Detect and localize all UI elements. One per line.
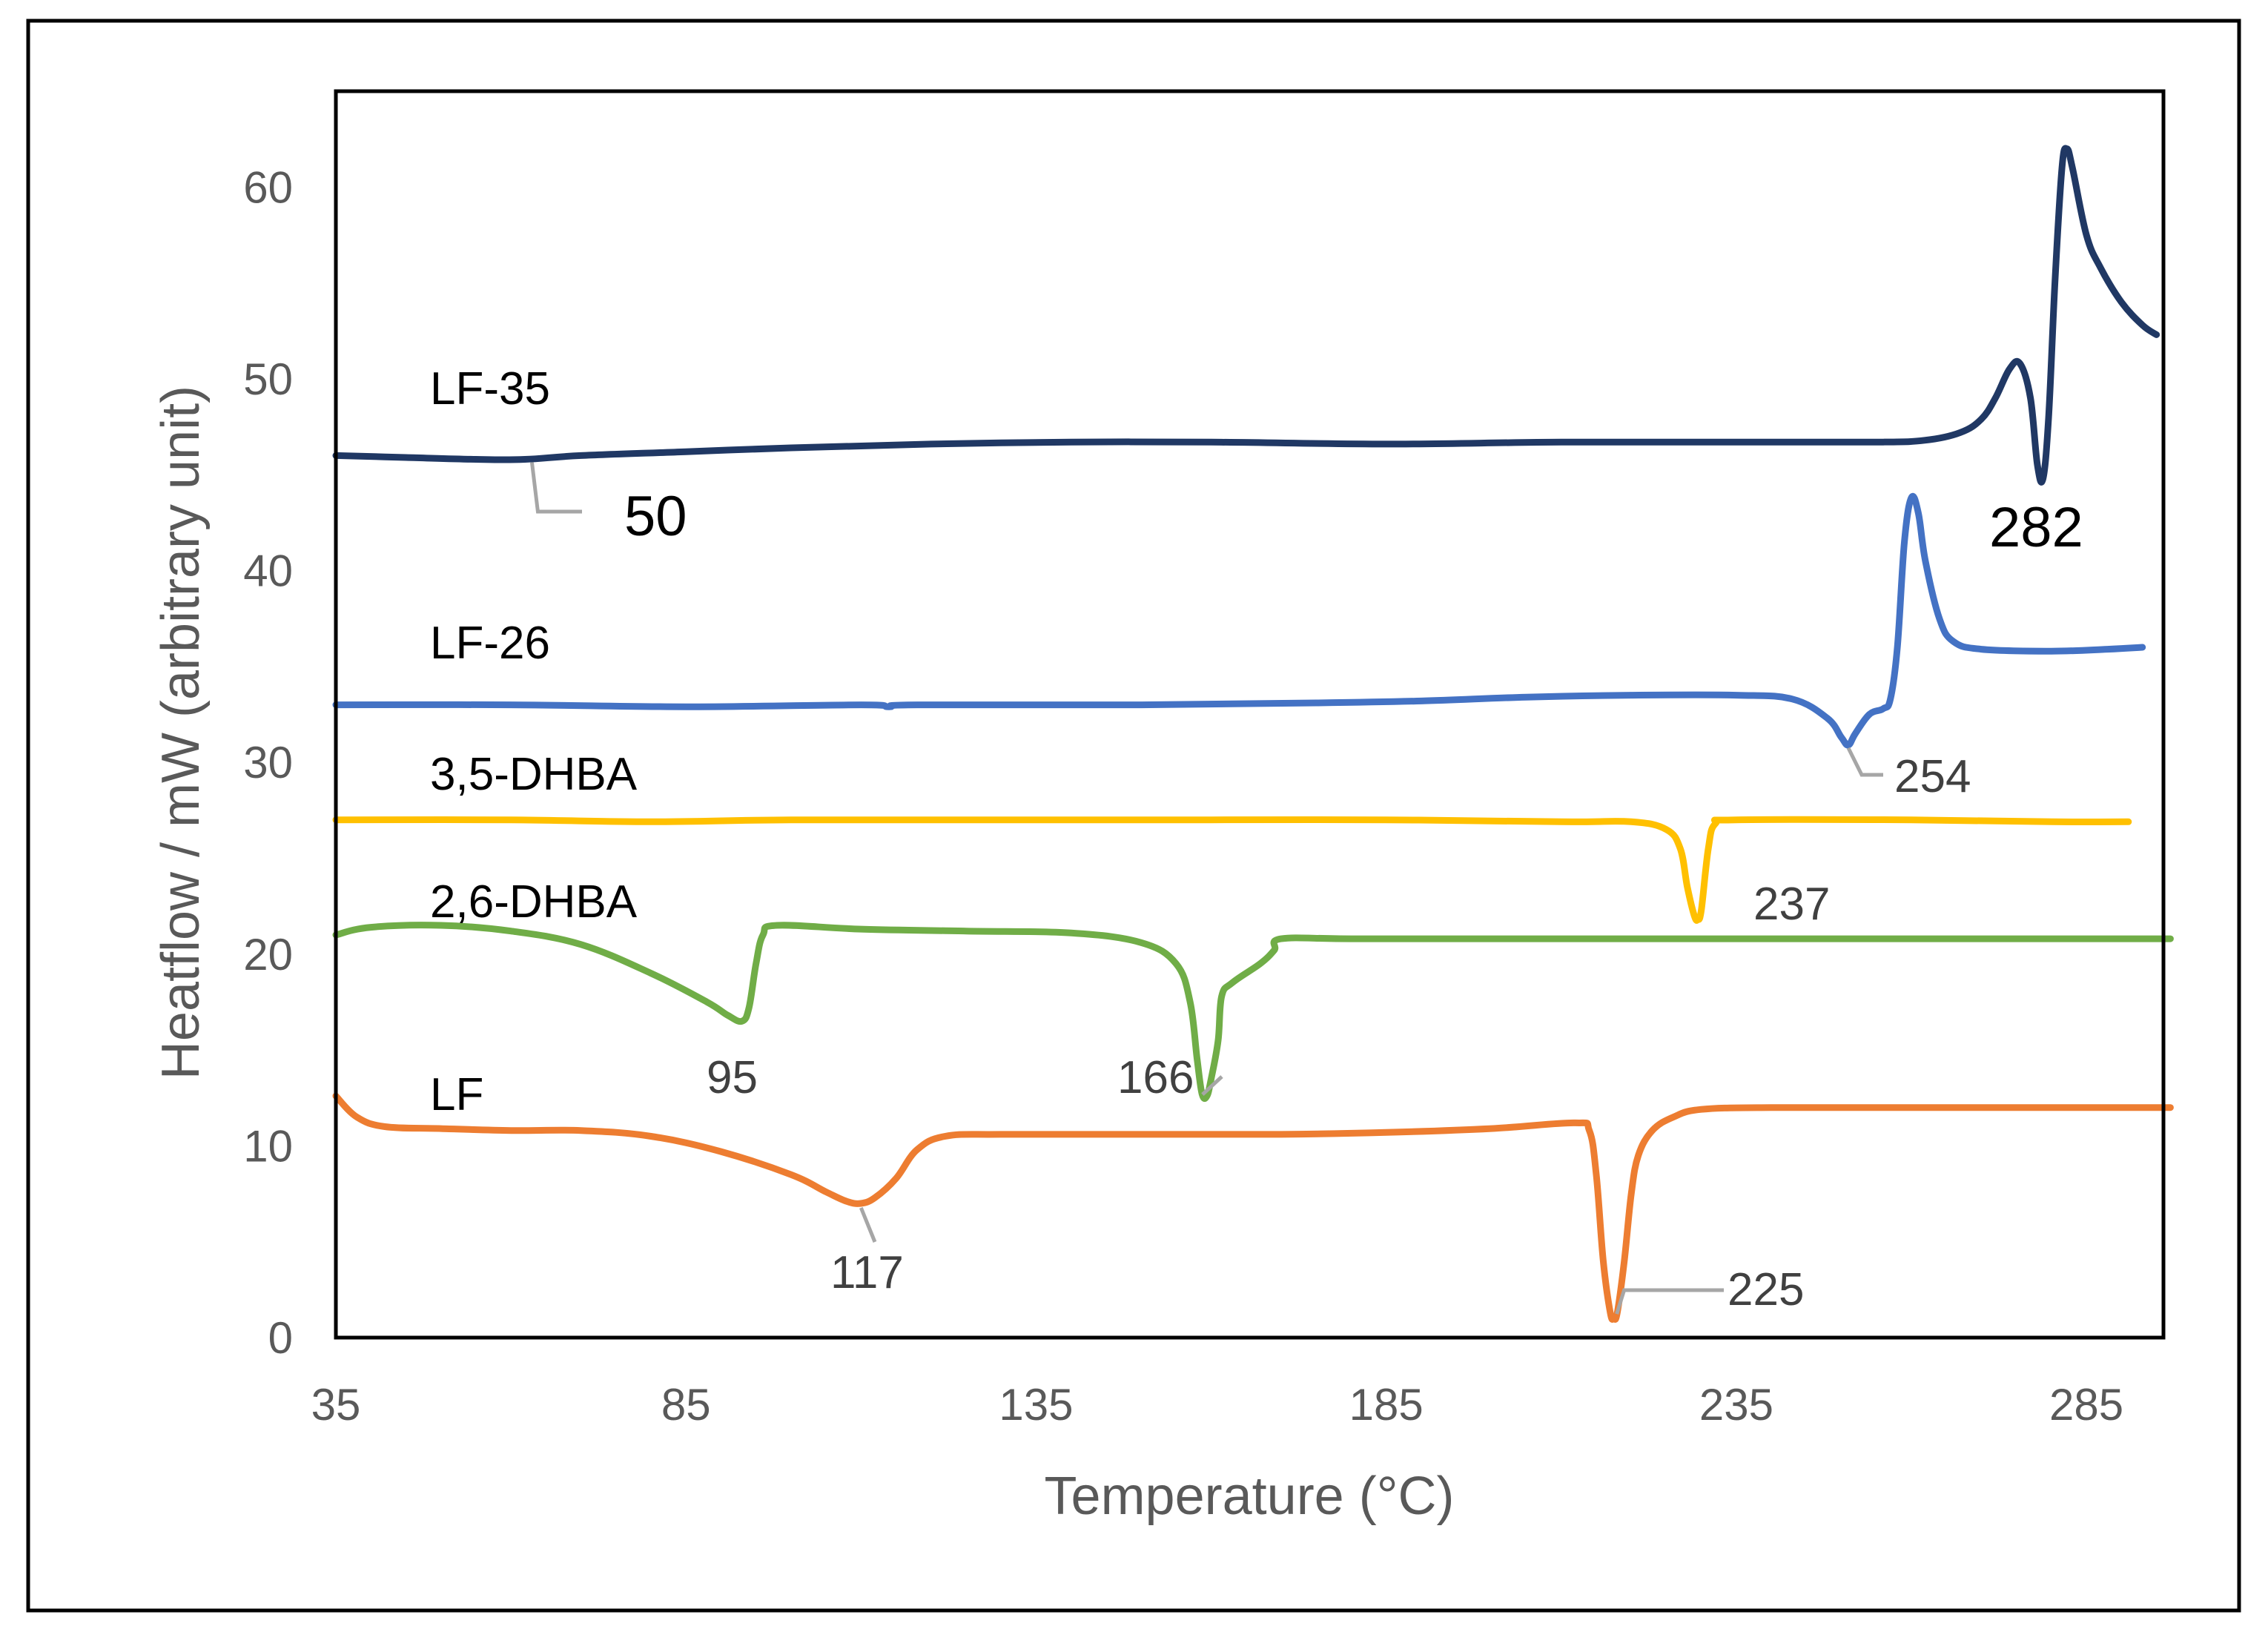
peak-label-225: 225 — [1728, 1264, 1804, 1315]
x-tick-label: 185 — [1349, 1380, 1424, 1430]
figure-border — [26, 19, 2241, 1613]
y-axis-ticks: 0 10 20 30 40 50 60 — [243, 162, 293, 1363]
series-label-26-dhba: 2,6-DHBA — [430, 876, 638, 928]
y-tick-label: 0 — [268, 1313, 293, 1363]
y-tick-label: 10 — [243, 1121, 293, 1171]
peak-label-282: 282 — [1989, 496, 2083, 559]
peak-label-95: 95 — [707, 1052, 758, 1103]
peak-label-50: 50 — [624, 485, 687, 548]
series-label-35-dhba: 3,5-DHBA — [430, 749, 638, 800]
annotation-leader-line — [1846, 747, 1883, 777]
series-line-lf — [332, 1092, 2174, 1323]
x-axis-ticks: 35 85 135 185 235 285 — [311, 1380, 2124, 1430]
x-tick-label: 235 — [1699, 1380, 1773, 1430]
annotation-leader-line — [859, 1207, 877, 1243]
series-label-lf-26: LF-26 — [430, 618, 550, 669]
x-tick-label: 85 — [661, 1380, 711, 1430]
annotation-leader-line — [1201, 1075, 1223, 1096]
y-tick-label: 50 — [243, 354, 293, 404]
y-tick-label: 40 — [243, 546, 293, 596]
y-tick-label: 60 — [243, 162, 293, 212]
series-line-lf-26 — [332, 492, 2146, 749]
y-tick-label: 20 — [243, 930, 293, 979]
series-line-3-5-dhba — [332, 816, 2132, 924]
y-axis-title: Heatflow / mW (arbitrary unit) — [151, 386, 211, 1080]
series-label-lf: LF — [430, 1069, 483, 1120]
series-label-lf-35: LF-35 — [430, 363, 550, 414]
plot-area-frame — [334, 89, 2166, 1340]
series-layer — [332, 145, 2174, 1323]
peak-label-237: 237 — [1753, 879, 1830, 930]
x-axis-title: Temperature (°C) — [1045, 1467, 1455, 1526]
annotation-leader-line — [1615, 1288, 1724, 1315]
annotation-leader-line — [529, 462, 582, 514]
y-tick-label: 30 — [243, 738, 293, 787]
series-line-lf-35 — [332, 145, 2160, 486]
peak-label-254: 254 — [1894, 751, 1971, 802]
peak-label-166: 166 — [1117, 1052, 1194, 1103]
peak-label-117: 117 — [830, 1247, 904, 1298]
annotation-leaders — [529, 462, 1883, 1315]
series-line-2-6-dhba — [332, 922, 2174, 1103]
x-tick-label: 285 — [2049, 1380, 2123, 1430]
x-tick-label: 35 — [311, 1380, 361, 1430]
x-tick-label: 135 — [999, 1380, 1073, 1430]
